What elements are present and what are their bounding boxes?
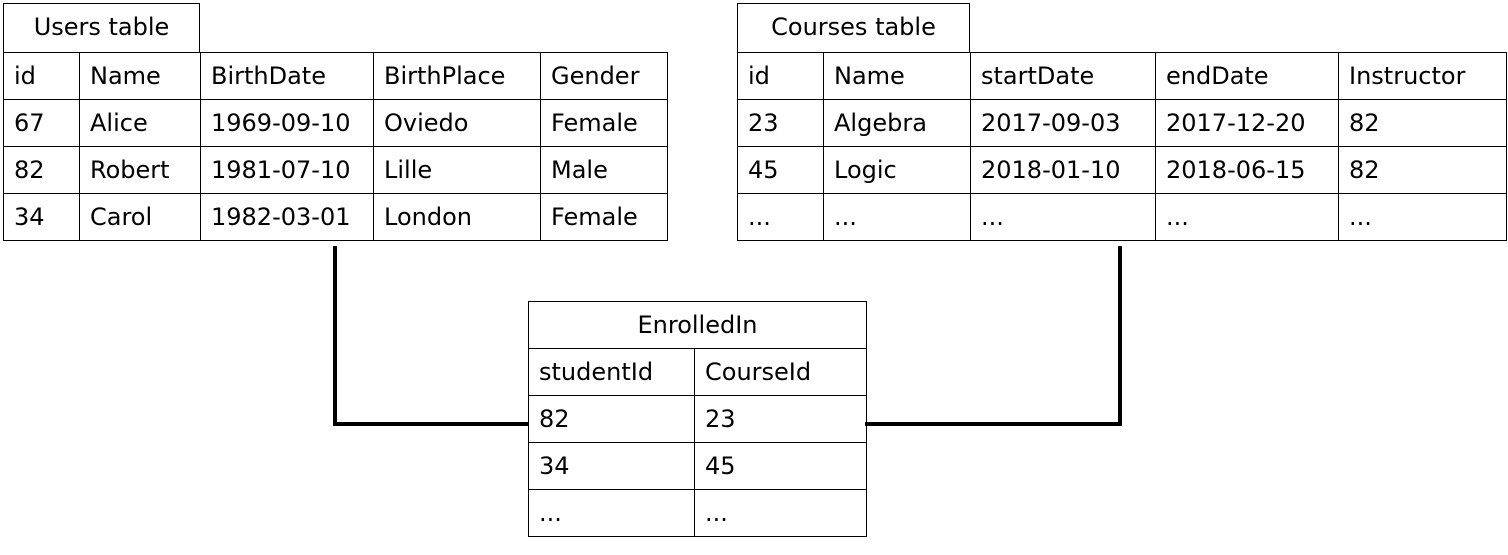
table-cell: 2017-09-03 (970, 99, 1156, 147)
enrolled-header-row: studentId CourseId (528, 348, 867, 396)
column-header: CourseId (694, 348, 867, 396)
table-cell: Robert (79, 146, 201, 194)
courses-header-row: id Name startDate endDate Instructor (737, 52, 1507, 100)
table-cell: Female (540, 99, 668, 147)
column-header: id (3, 52, 80, 100)
column-header: BirthPlace (373, 52, 541, 100)
table-row: 34 45 (528, 442, 867, 490)
table-cell: ... (694, 489, 867, 537)
table-cell: Carol (79, 193, 201, 241)
table-cell: 2018-06-15 (1155, 146, 1339, 194)
courses-table-title: Courses table (737, 3, 970, 52)
table-cell: 34 (528, 442, 695, 490)
users-header-row: id Name BirthDate BirthPlace Gender (3, 52, 668, 100)
table-cell: Logic (823, 146, 971, 194)
table-row: 34 Carol 1982-03-01 London Female (3, 193, 668, 241)
table-cell: 23 (694, 395, 867, 443)
column-header: endDate (1155, 52, 1339, 100)
table-cell: 23 (737, 99, 824, 147)
table-cell: Female (540, 193, 668, 241)
table-cell: ... (737, 193, 824, 241)
table-row: ... ... ... ... ... (737, 193, 1507, 241)
table-row: 82 23 (528, 395, 867, 443)
table-row: 67 Alice 1969-09-10 Oviedo Female (3, 99, 668, 147)
column-header: BirthDate (200, 52, 374, 100)
table-row: 45 Logic 2018-01-10 2018-06-15 82 (737, 146, 1507, 194)
enrolled-table: EnrolledIn studentId CourseId 82 23 34 4… (528, 301, 867, 537)
table-cell: 67 (3, 99, 80, 147)
table-cell: Male (540, 146, 668, 194)
table-cell: Oviedo (373, 99, 541, 147)
table-cell: ... (528, 489, 695, 537)
table-cell: 45 (737, 146, 824, 194)
column-header: startDate (970, 52, 1156, 100)
table-cell: London (373, 193, 541, 241)
table-cell: Algebra (823, 99, 971, 147)
courses-to-enrolled-connector (865, 246, 1122, 426)
table-cell: 1982-03-01 (200, 193, 374, 241)
table-cell: ... (823, 193, 971, 241)
column-header: Instructor (1338, 52, 1507, 100)
table-cell: 2017-12-20 (1155, 99, 1339, 147)
table-cell: 82 (1338, 99, 1507, 147)
table-cell: 82 (3, 146, 80, 194)
table-cell: 2018-01-10 (970, 146, 1156, 194)
table-cell: 82 (1338, 146, 1507, 194)
users-table-title: Users table (3, 3, 200, 52)
column-header: Gender (540, 52, 668, 100)
users-table: id Name BirthDate BirthPlace Gender 67 A… (3, 52, 668, 241)
table-cell: 82 (528, 395, 695, 443)
column-header: Name (823, 52, 971, 100)
column-header: id (737, 52, 824, 100)
courses-table: id Name startDate endDate Instructor 23 … (737, 52, 1507, 241)
table-cell: 45 (694, 442, 867, 490)
table-cell: 1981-07-10 (200, 146, 374, 194)
table-row: ... ... (528, 489, 867, 537)
table-row: 82 Robert 1981-07-10 Lille Male (3, 146, 668, 194)
enrolled-table-title: EnrolledIn (528, 301, 867, 349)
users-to-enrolled-connector (333, 246, 528, 426)
table-row: 23 Algebra 2017-09-03 2017-12-20 82 (737, 99, 1507, 147)
enrolled-title-row: EnrolledIn (528, 301, 867, 349)
column-header: Name (79, 52, 201, 100)
table-cell: ... (1338, 193, 1507, 241)
table-cell: 1969-09-10 (200, 99, 374, 147)
table-cell: Lille (373, 146, 541, 194)
column-header: studentId (528, 348, 695, 396)
table-cell: Alice (79, 99, 201, 147)
table-cell: ... (1155, 193, 1339, 241)
table-cell: 34 (3, 193, 80, 241)
table-cell: ... (970, 193, 1156, 241)
